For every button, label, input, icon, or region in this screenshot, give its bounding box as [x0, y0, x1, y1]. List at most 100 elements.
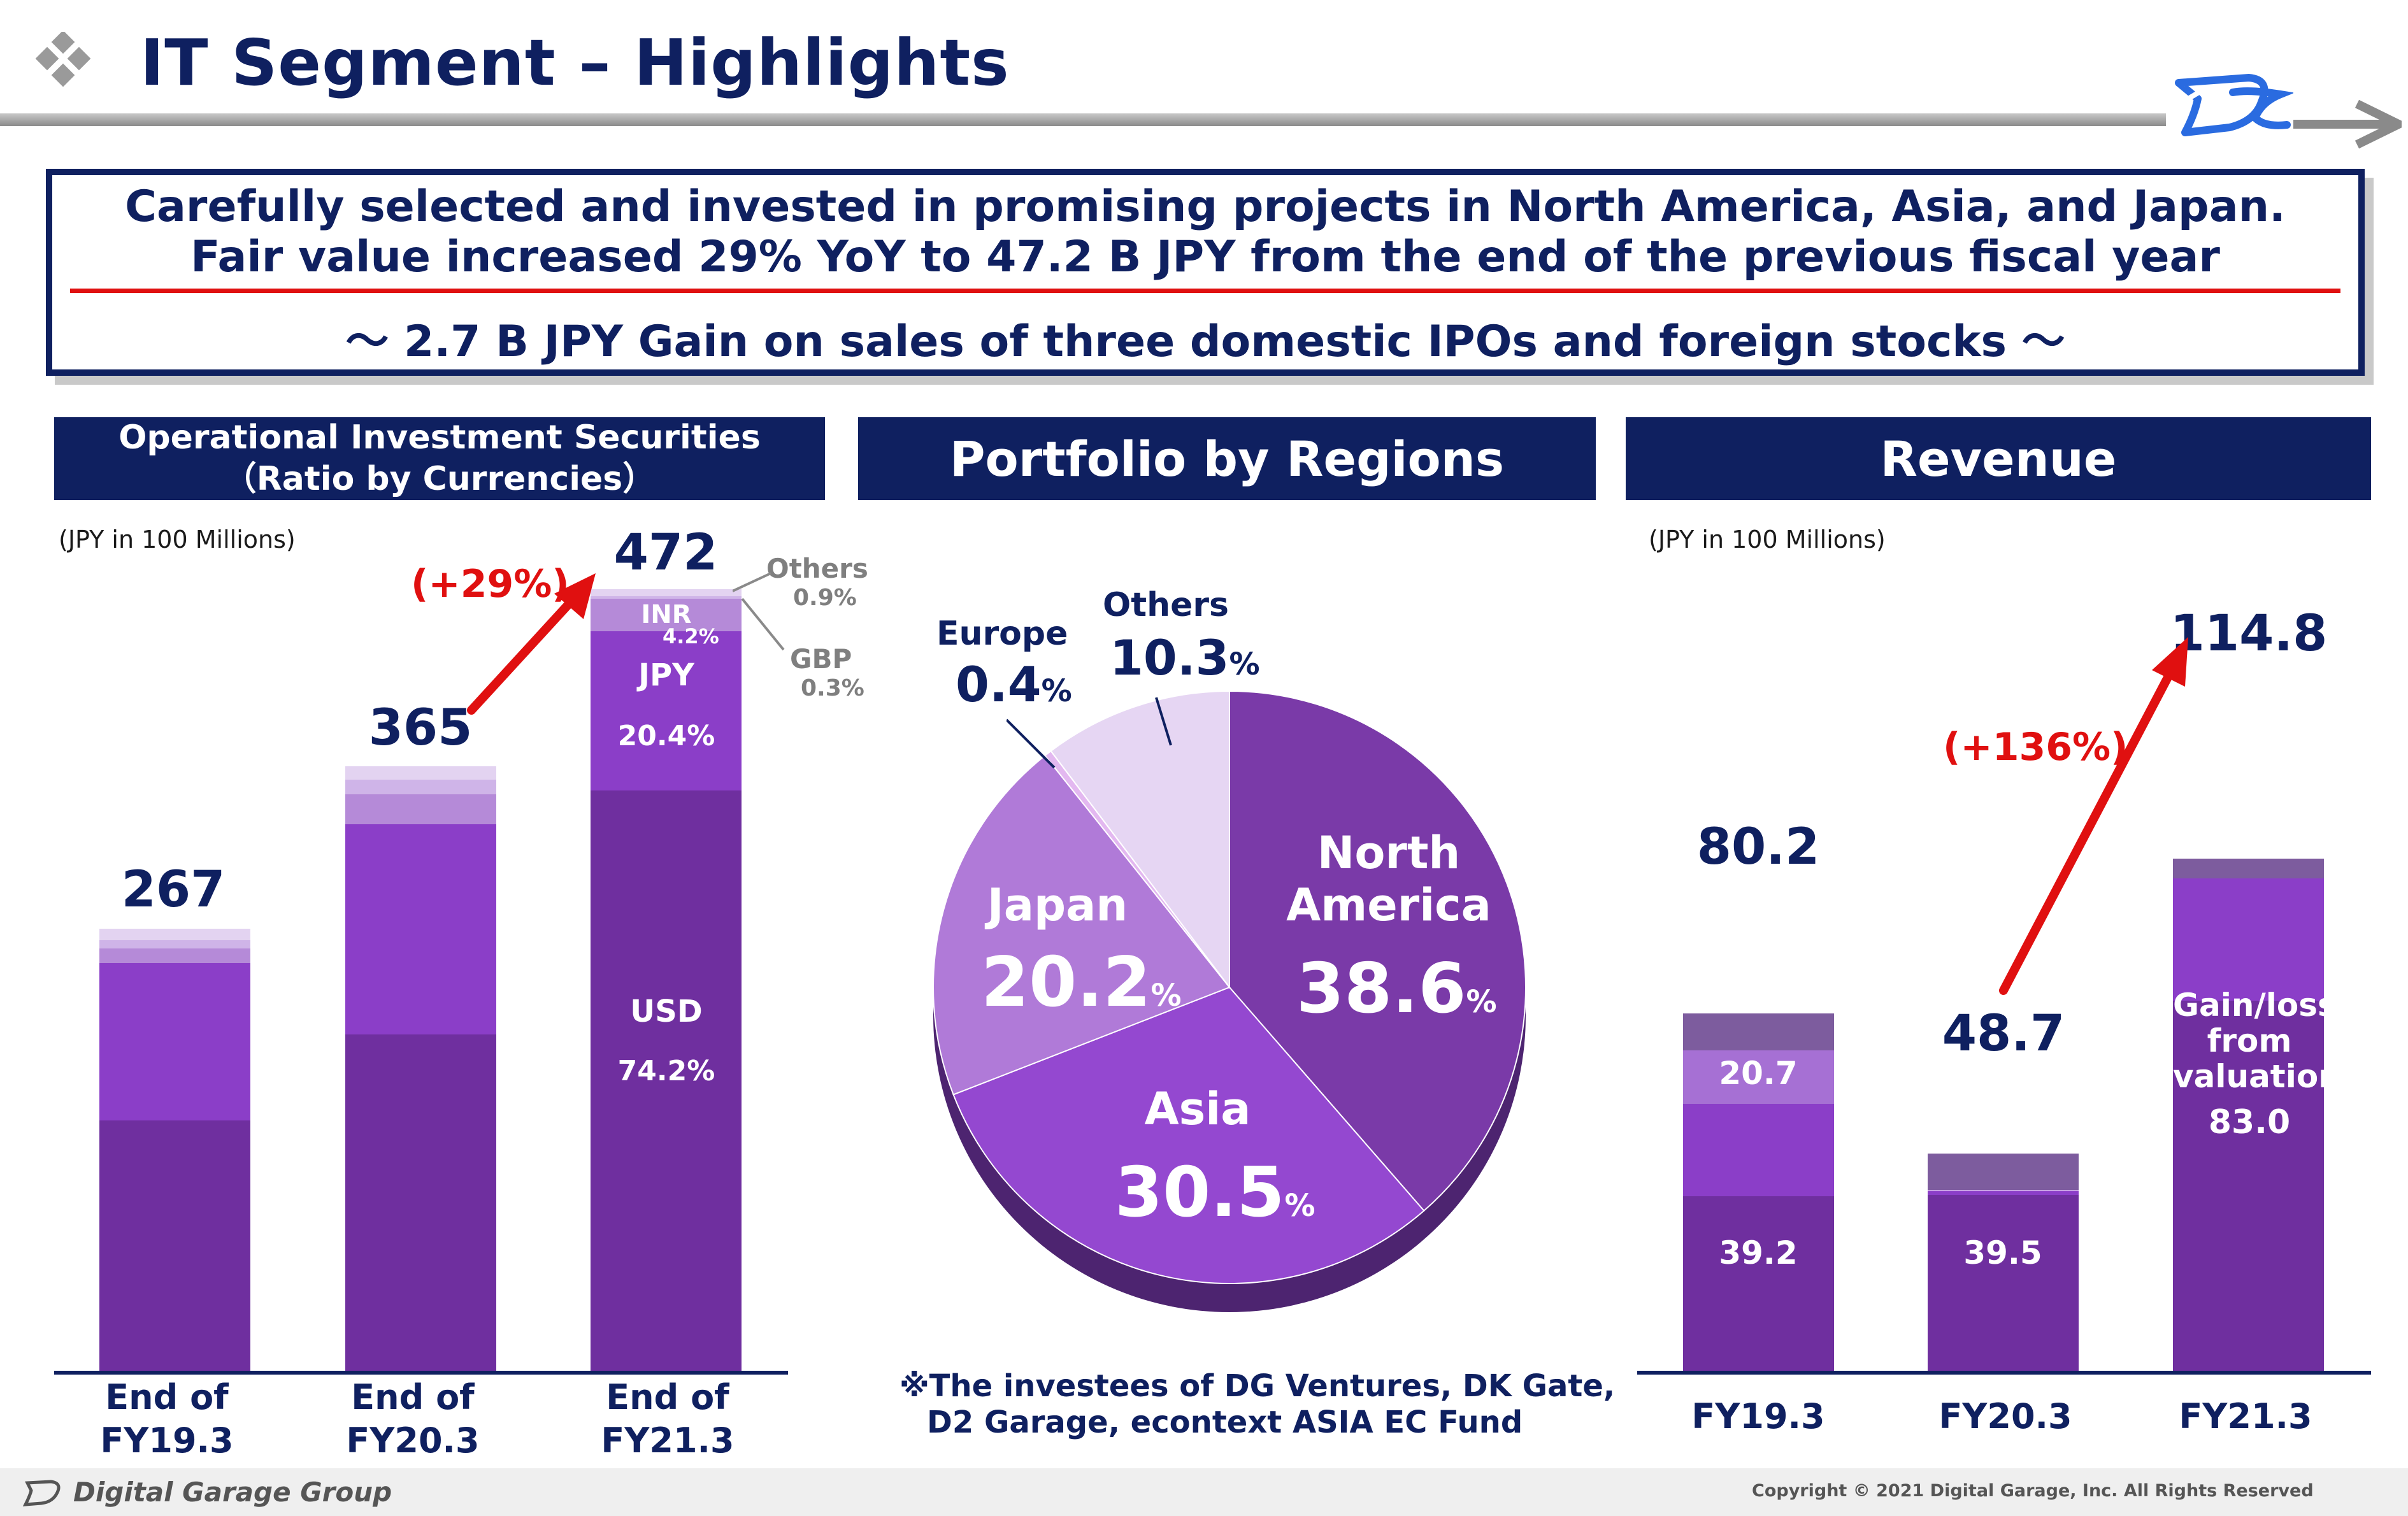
- valuation-label-line3: valuation: [2173, 1058, 2341, 1095]
- securities-bar-1-jpy: [345, 824, 496, 1035]
- sale-label-line1: Gain/loss: [2174, 720, 2325, 755]
- revenue-bar-1-gain-loss-on-sale: [1928, 1190, 2079, 1195]
- revenue-bar-1-others: [1928, 1154, 2079, 1191]
- revenue-bar-2-others: [2173, 859, 2324, 879]
- pie-label-japan: Japan: [987, 879, 1128, 931]
- others-side-pct: 0.9%: [793, 585, 857, 611]
- diamond-bullet-icon: [35, 32, 91, 87]
- usd-pct-label: 74.2%: [617, 1055, 715, 1087]
- summary-red-rule: [70, 289, 2340, 293]
- securities-header: Operational Investment Securities （Ratio…: [54, 417, 825, 500]
- fy20-valuation-value: 39.5: [1963, 1234, 2042, 1271]
- securities-unit: (JPY in 100 Millions): [59, 526, 296, 554]
- pie-slice-asia: [952, 986, 1425, 1284]
- revenue-bar-1-gain-loss-from-valuation: [1928, 1194, 2079, 1371]
- revenue-bar-2-gain-loss-from-valuation: [2173, 1001, 2324, 1371]
- equity-label-line2: on equity: [1698, 949, 1818, 975]
- pie-leader-lines: [1007, 697, 1172, 769]
- securities-xlabel-fy21: End of FY21.3: [601, 1377, 735, 1461]
- securities-xlabel-fy20: End of FY20.3: [346, 1377, 480, 1461]
- revenue-x-axis: [1637, 1371, 2371, 1375]
- revenue-total-fy19: 80.2: [1696, 819, 1820, 876]
- fy20-sale-value: 1: [1991, 1115, 2014, 1152]
- revenue-bar-2-gain-loss-on-sale: [2173, 878, 2324, 1001]
- pie-slice-others: [1050, 690, 1230, 989]
- pie-value-asia: 30.5%: [1115, 1153, 1315, 1233]
- valuation-label: Gain/loss from valuation: [2173, 987, 2341, 1095]
- revenue-header: Revenue: [1626, 417, 2371, 500]
- securities-bar-0-gbp: [99, 940, 250, 948]
- sale-label-line2: on sale: [2190, 756, 2309, 790]
- portfolio-note-line1: ※The investees of DG Ventures, DK Gate,: [899, 1368, 1616, 1404]
- securities-bar-2-others: [591, 589, 742, 596]
- revenue-growth-label: (+136%): [1943, 725, 2128, 769]
- pie-label-others: Others: [1103, 586, 1229, 624]
- copyright-text: Copyright © 2021 Digital Garage, Inc. Al…: [1752, 1481, 2314, 1501]
- securities-bar-1-gbp: [345, 779, 496, 795]
- summary-line-1: Carefully selected and invested in promi…: [125, 182, 2286, 232]
- fy19-sale-value: 20.7: [1719, 1055, 1798, 1092]
- revenue-xlabel-fy21: FY21.3: [2179, 1396, 2312, 1436]
- jpy-pct-label: 20.4%: [617, 720, 715, 752]
- securities-chart: [0, 0, 854, 1465]
- portfolio-pie: [933, 690, 1526, 1312]
- footer-bar: [0, 1468, 2408, 1516]
- summary-line-2: Fair value increased 29% YoY to 47.2 B J…: [190, 232, 2220, 282]
- securities-x-axis: [54, 1371, 788, 1375]
- pie-value-others: 10.3%: [1110, 629, 1260, 686]
- pie-label-europe: Europe: [936, 615, 1068, 653]
- gbp-side-label: GBP: [790, 643, 852, 675]
- revenue-unit: (JPY in 100 Millions): [1649, 526, 1886, 554]
- securities-bar-1-usd: [345, 1034, 496, 1371]
- securities-bar-1-inr: [345, 794, 496, 824]
- securities-bar-2-inr: [591, 598, 742, 632]
- securities-bar-0-inr: [99, 948, 250, 964]
- fy19-valuation-value: 39.2: [1719, 1234, 1798, 1271]
- securities-bar-0-usd: [99, 1120, 250, 1371]
- inr-pct-label: 4.2%: [663, 624, 719, 648]
- securities-bar-2-gbp: [591, 596, 742, 599]
- inr-label: INR: [641, 600, 692, 629]
- arrow-right-icon: [2293, 99, 2402, 149]
- revenue-total-fy20: 48.7: [1942, 1005, 2065, 1062]
- gbp-side-pct: 0.3%: [801, 675, 864, 701]
- side-label-leaders: [733, 572, 785, 651]
- equity-label-line1: Gain/loss: [1701, 924, 1816, 949]
- company-logo: [2170, 74, 2293, 136]
- pie-label-north-america-1: North: [1317, 827, 1461, 879]
- revenue-chart: [1683, 859, 2324, 1371]
- revenue-total-fy21: 114.8: [2170, 605, 2328, 662]
- securities-xlabel-fy19: End of FY19.3: [100, 1377, 234, 1461]
- portfolio-header: Portfolio by Regions: [858, 417, 1596, 500]
- securities-total-fy19: 267: [121, 861, 226, 919]
- equity-label-line3: method: [1710, 975, 1807, 1000]
- portfolio-note-line2: D2 Garage, econtext ASIA EC Fund: [927, 1405, 1523, 1440]
- pie-label-asia: Asia: [1144, 1083, 1251, 1135]
- securities-growth-label: (+29%): [411, 562, 570, 606]
- securities-growth-arrow: [467, 573, 596, 715]
- pie-slice-japan: [933, 754, 1231, 1096]
- securities-bar-1-others: [345, 766, 496, 780]
- equity-method-label: Gain/loss on equity method: [1683, 924, 1833, 1000]
- pie-value-north-america: 38.6%: [1296, 949, 1497, 1029]
- revenue-bar-0-gain-loss-on-sale: [1683, 1103, 1834, 1196]
- footer-brand: Digital Garage Group: [73, 1477, 392, 1508]
- revenue-others-label: Others: [2200, 678, 2298, 708]
- page-title: IT Segment – Highlights: [140, 25, 1010, 100]
- title-divider: [0, 113, 2166, 126]
- pie-slice-north-america: [1229, 690, 1526, 1212]
- jpy-label: JPY: [638, 657, 694, 693]
- revenue-xlabel-fy20: FY20.3: [1939, 1396, 2072, 1436]
- pie-label-north-america-2: America: [1286, 879, 1491, 931]
- summary-line-3: ～ 2.7 B JPY Gain on sales of three domes…: [345, 317, 2065, 367]
- sale-label: Gain/loss on sale: [2173, 720, 2326, 791]
- securities-header-line1: Operational Investment Securities: [118, 418, 761, 457]
- securities-bar-2-usd: [591, 790, 742, 1371]
- pie-value-japan: 20.2%: [981, 943, 1182, 1022]
- securities-bar-0-others: [99, 928, 250, 940]
- revenue-bar-0-gain-loss-on-equity-method: [1683, 1050, 1834, 1104]
- securities-total-fy21: 472: [613, 524, 718, 582]
- usd-label: USD: [630, 994, 703, 1029]
- revenue-bar-0-others: [1683, 1013, 1834, 1050]
- pie-value-europe: 0.4%: [956, 656, 1072, 713]
